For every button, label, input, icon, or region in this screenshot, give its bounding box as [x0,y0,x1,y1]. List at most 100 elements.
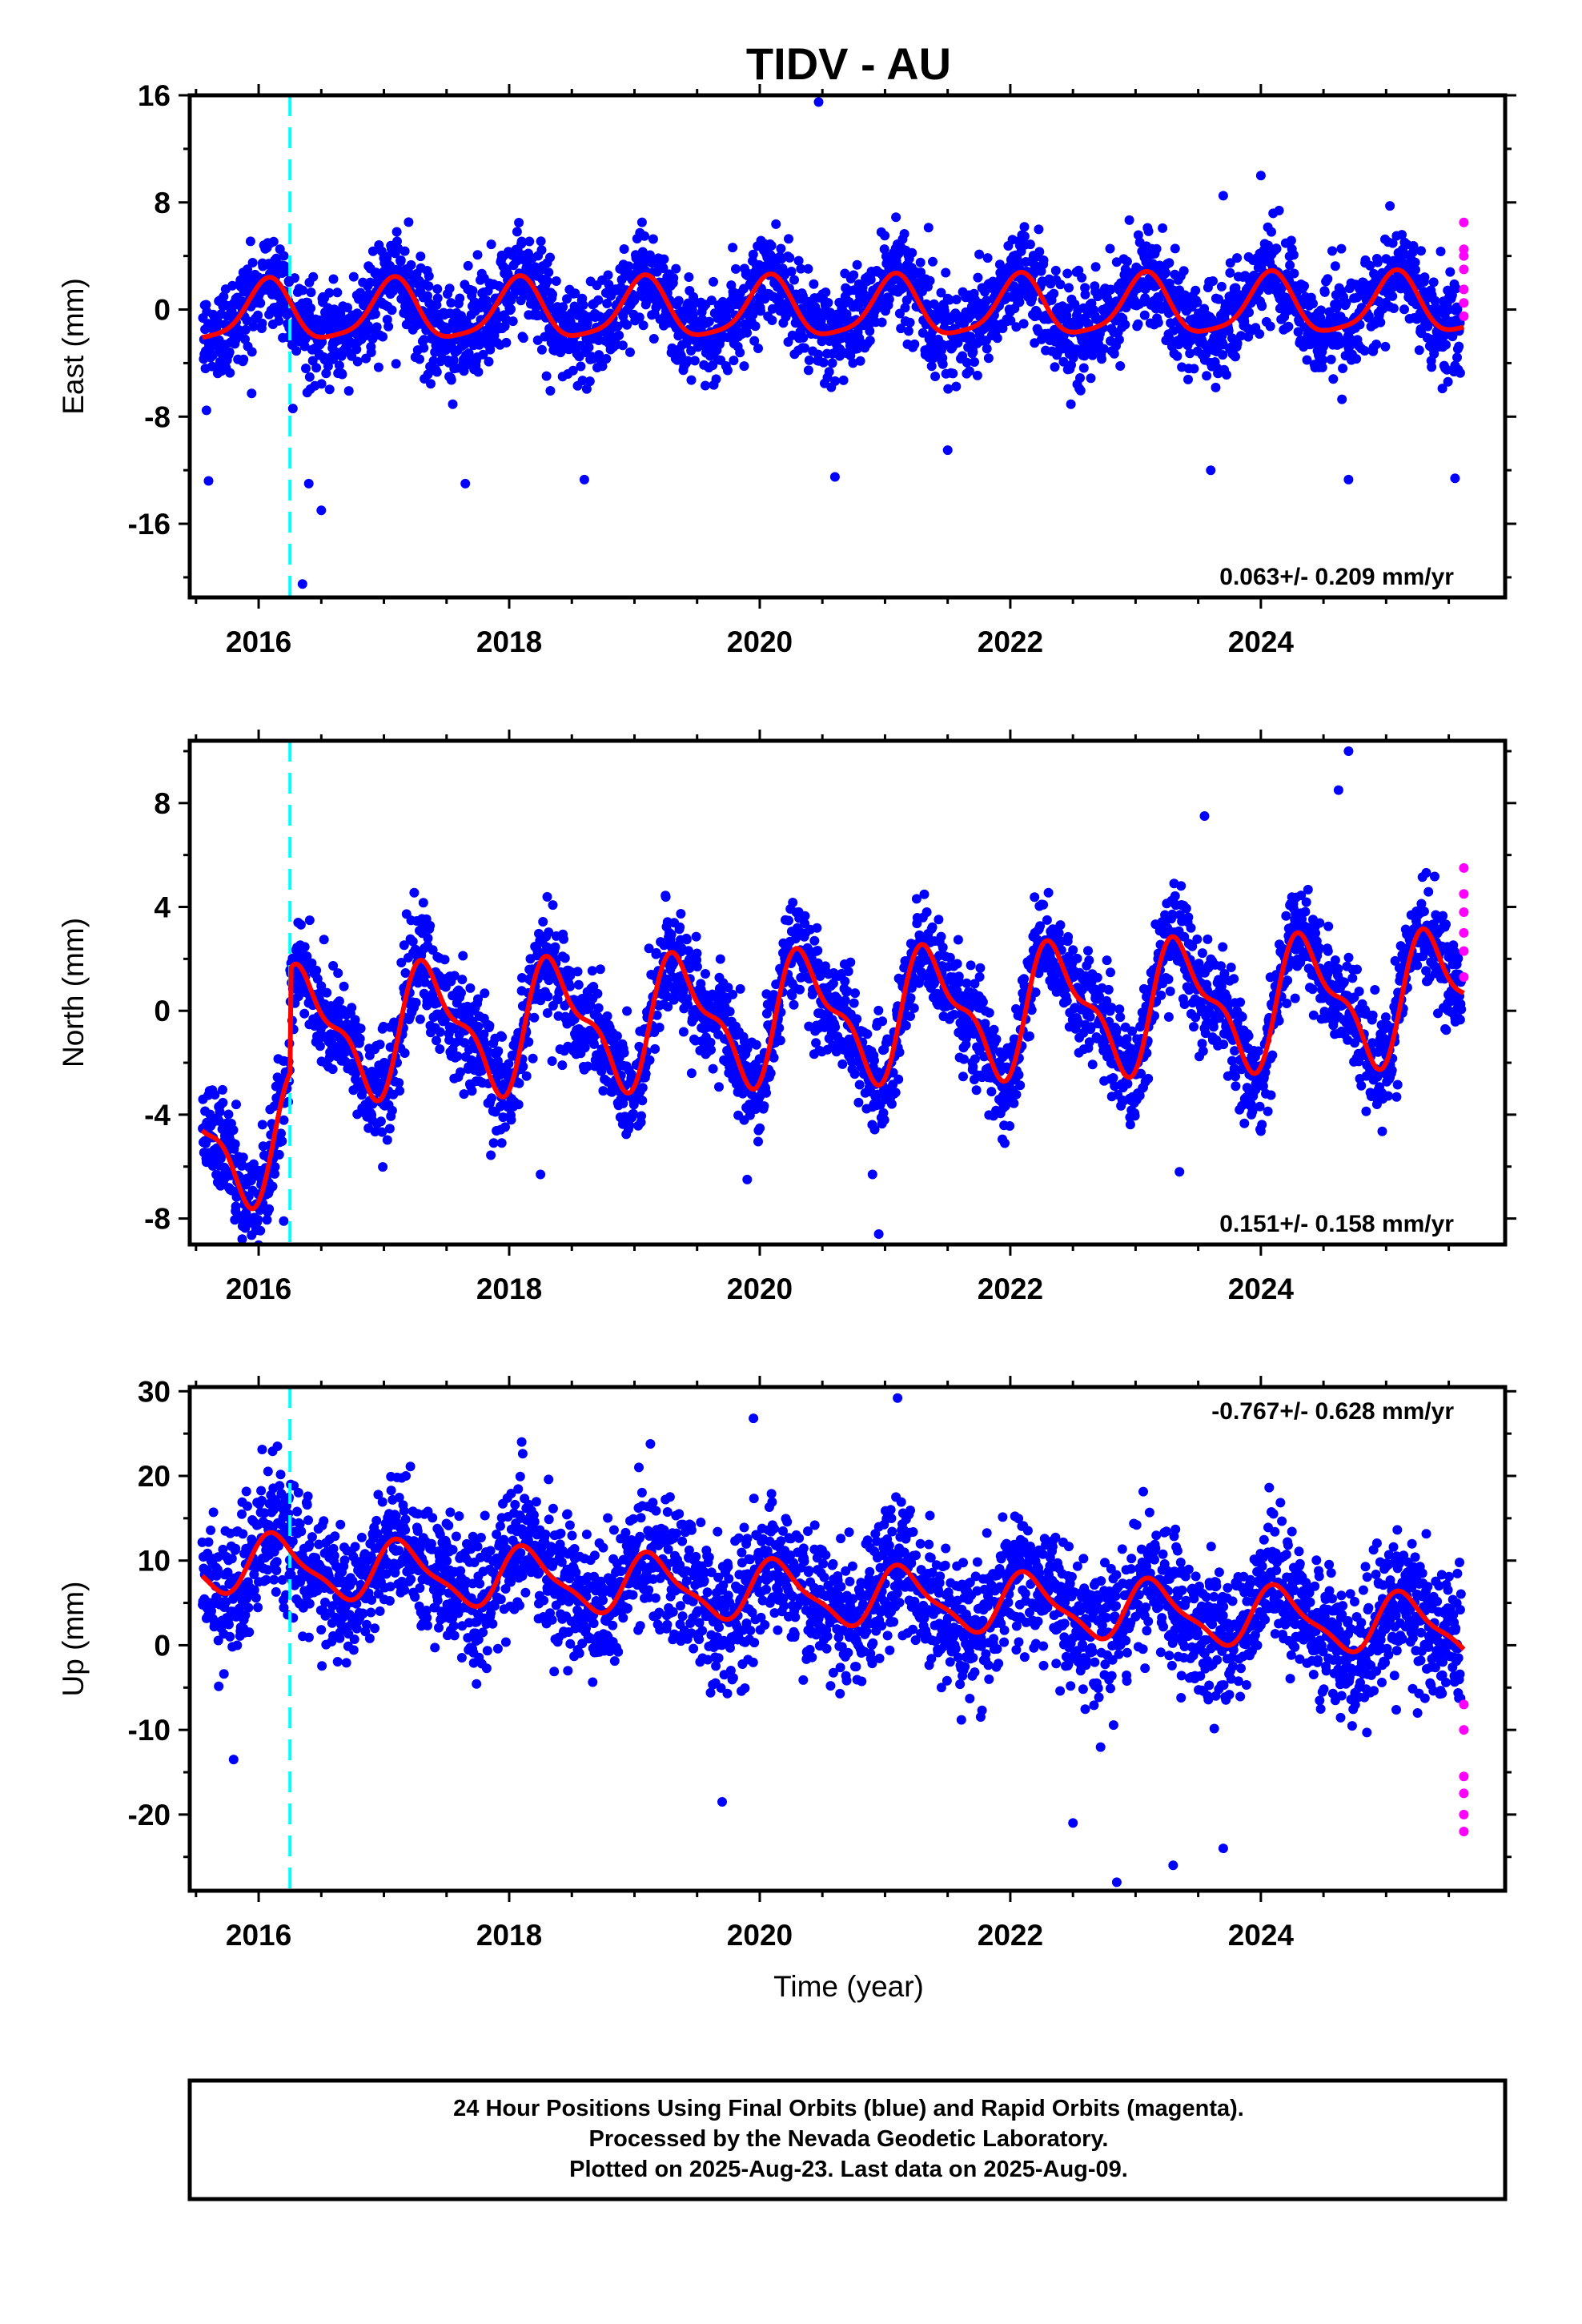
final-point [1178,266,1189,276]
final-point [467,1086,477,1096]
final-point [248,1159,259,1169]
final-point [830,376,841,386]
final-point [648,334,659,344]
final-point [968,347,978,357]
final-point [1019,222,1030,232]
final-point [327,1064,338,1075]
final-point [538,917,548,927]
final-point [255,1225,266,1236]
final-point [1288,250,1299,260]
final-point [480,1039,490,1049]
final-point [852,259,862,270]
final-point [1133,319,1143,329]
final-point [281,267,291,277]
final-point [827,358,837,368]
final-point [761,989,772,999]
final-point [520,285,530,296]
final-point [796,263,806,274]
final-point [291,346,302,356]
final-point [603,270,613,280]
final-point [332,287,343,298]
final-point [945,295,954,305]
final-point [231,1100,241,1110]
final-point [570,288,580,299]
final-point [842,986,853,996]
final-point [365,277,375,287]
east-plot-frame [187,93,1508,600]
final-point [1139,310,1150,320]
final-point [637,1083,648,1093]
final-point [942,445,953,456]
final-point [589,1039,599,1049]
final-point [479,1029,489,1039]
final-point [953,338,963,348]
final-point [521,1071,532,1081]
final-point [948,368,958,379]
final-point [597,361,608,372]
final-point [1014,297,1025,308]
final-point [399,940,409,951]
final-point [714,1082,724,1092]
final-point [974,249,985,259]
final-point [775,1035,785,1046]
final-point [850,988,860,999]
final-point [501,337,512,348]
final-point [622,1006,632,1016]
final-point [1014,257,1024,267]
final-point [1343,474,1354,485]
final-point [884,294,894,304]
east-model-curve [201,267,1465,340]
final-point [449,971,460,981]
final-point [396,958,407,967]
final-point [652,1010,662,1020]
final-point [838,375,849,385]
final-point [536,995,546,1006]
final-point [970,357,979,367]
final-point [416,251,426,262]
final-point [1185,348,1195,359]
final-point [345,337,355,348]
final-point [593,295,604,305]
rapid-point [1459,251,1469,261]
final-point [1074,265,1084,275]
final-point [243,264,252,275]
final-point [228,1125,239,1136]
final-point [352,356,363,367]
final-point [899,229,909,239]
final-point [648,234,658,244]
final-point [424,271,434,281]
final-point [644,943,654,954]
final-point [1034,247,1045,257]
final-point [1120,320,1130,330]
final-point [1105,243,1115,254]
final-point [473,1021,484,1031]
final-point [334,996,344,1007]
final-point [619,1047,629,1058]
final-point [1410,257,1420,267]
final-point [750,321,761,332]
final-point [1455,368,1465,378]
final-point [1206,465,1216,476]
final-point [666,929,677,939]
final-point [328,961,339,971]
final-point [787,991,797,1001]
final-point [568,365,578,376]
east-y-axis-label: East (mm) [57,278,90,415]
final-point [528,1053,538,1063]
final-point [583,1061,593,1072]
final-point [308,271,319,282]
final-point [692,948,702,959]
final-point [1218,350,1228,360]
final-point [663,1002,673,1012]
final-point [207,361,217,372]
final-point [774,1023,785,1033]
final-point [789,275,799,285]
final-point [432,293,443,304]
final-point [1170,243,1180,254]
final-point [622,320,632,330]
final-point [557,1060,568,1071]
final-point [432,1035,441,1046]
final-point [448,399,458,409]
final-point [1124,215,1134,225]
